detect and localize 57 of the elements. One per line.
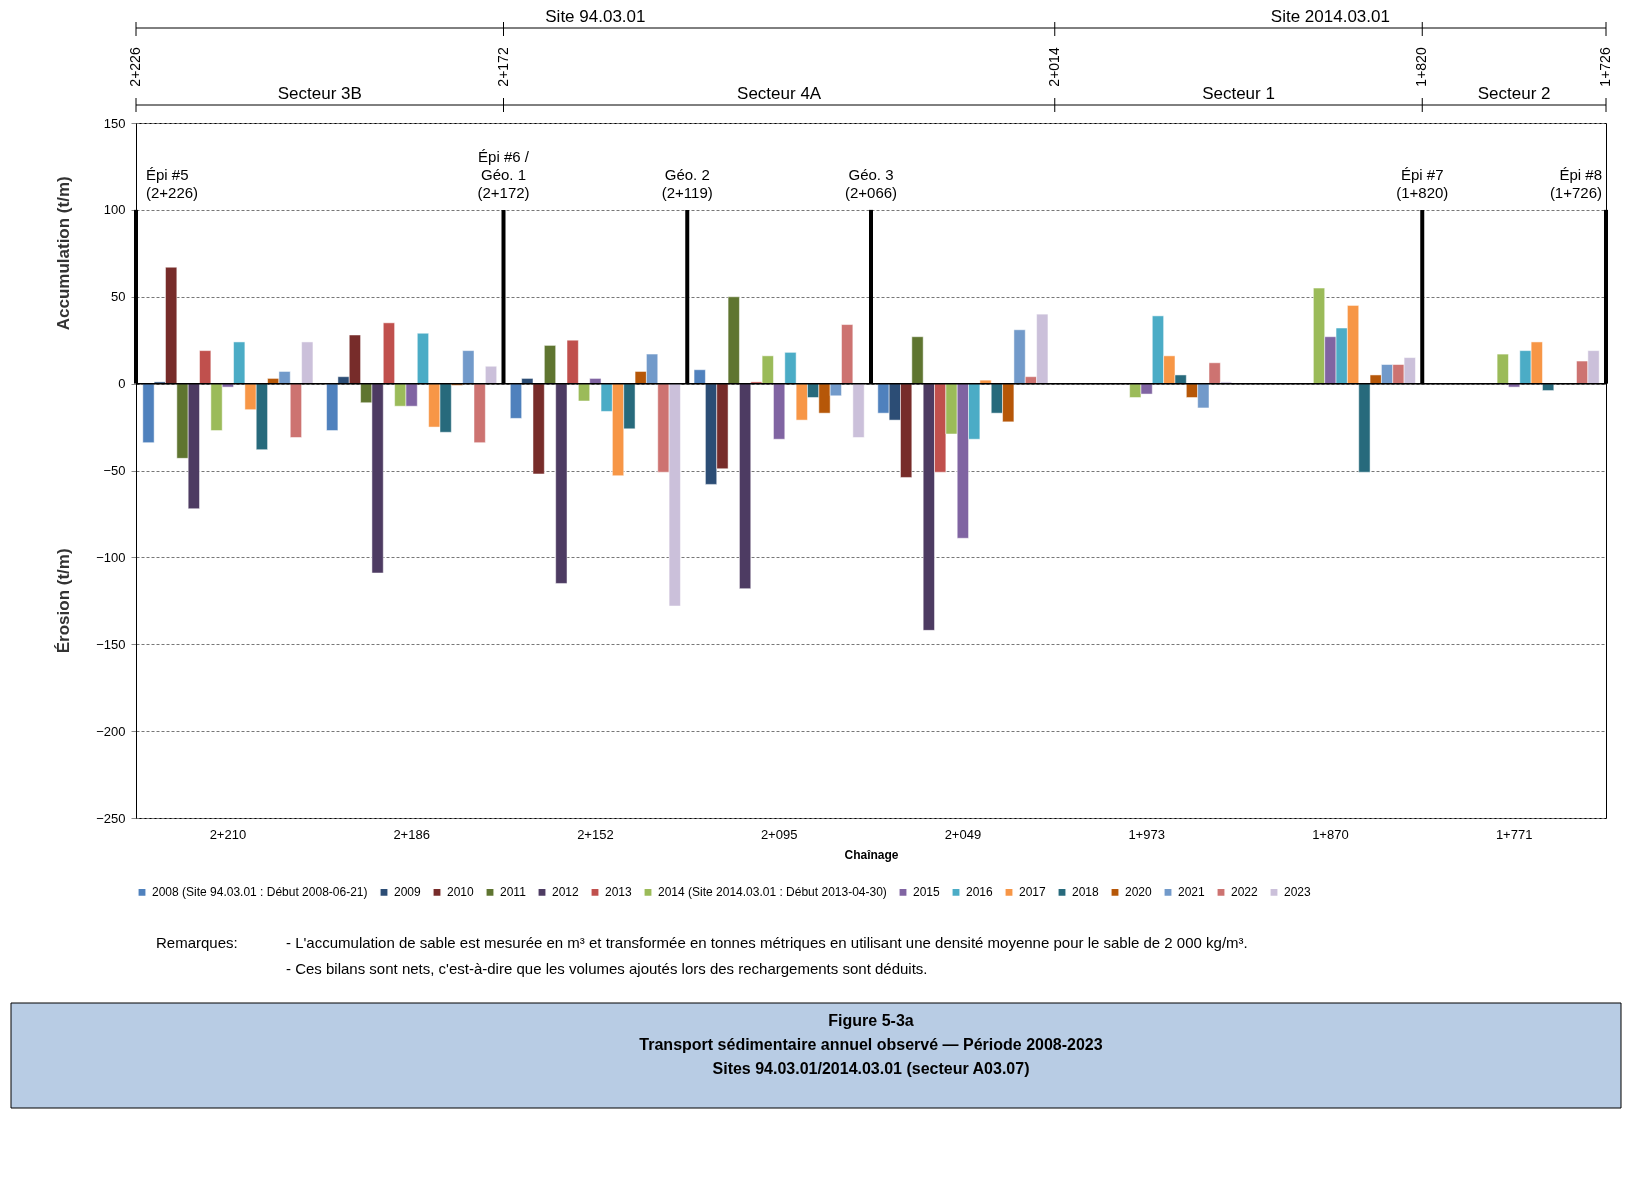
legend-label: 2009 [394,885,422,900]
text: Secteur 2 [1477,84,1551,103]
y-tick-label: −250 [96,810,126,826]
x-tick-label: 1+973 [1128,826,1165,842]
annotation: Épi #8 (1+726) [1549,165,1602,201]
text: Remarques: [156,934,238,951]
legend-label: 2023 [1284,885,1312,900]
legend-label: 2021 [1178,885,1206,900]
text: Érosion (t/m) [54,548,73,654]
legend-label: 2011 [500,885,527,900]
x-axis-title: Chaînage [844,847,899,862]
x-tick-label: 2+049 [944,826,982,842]
text: 1+726 [1597,47,1613,87]
legend-label: 2010 [447,885,475,900]
text: 2+226 [127,47,143,87]
x-tick-label: 2+095 [760,826,798,842]
legend-label: 2015 [913,885,941,900]
annotation: Épi #5 (2+226) [146,165,199,201]
text: Secteur 3B [277,84,362,103]
x-tick-label: 2+210 [209,826,247,842]
text: - Ces bilans sont nets, c'est-à-dire que les volumes ajoutés lors des rechargements sont déduits. [286,960,928,977]
y-tick-label: −50 [103,463,126,478]
y-tick-label: −150 [96,636,126,652]
text: Secteur 1 [1202,84,1275,103]
x-tick-label: 2+186 [393,826,430,842]
annotation: Épi #7 (1+820) [1396,165,1449,201]
text: Figure 5-3a [828,1012,914,1029]
legend-label: 2018 [1072,885,1100,900]
legend-label: 2008 (Site 94.03.01 : Début 2008-06-21) [152,885,368,900]
x-tick-label: 1+870 [1312,826,1349,842]
annotation: Épi #6 / Géo. 1 (2+172) [477,147,530,201]
y-tick-label: 150 [103,115,126,131]
text: 2+014 [1045,47,1062,87]
text: Secteur 4A [737,84,822,103]
x-tick-label: 2+152 [577,826,614,842]
legend-label: 2013 [605,885,633,900]
y-tick-label: −200 [96,723,126,739]
y-axis-title: Accumulation (t/m) [54,176,73,331]
annotation: Géo. 2 (2+119) [661,165,713,201]
text: 1+820 [1413,47,1430,87]
legend-label: 2016 [966,885,994,900]
text: 2+172 [494,47,511,87]
x-tick-label: 1+771 [1495,826,1533,842]
legend-label: 2012 [552,885,580,900]
text: Site 2014.03.01 [1270,7,1390,26]
legend-label: 2014 (Site 2014.03.01 : Début 2013-04-30) [658,885,887,900]
text: Transport sédimentaire annuel observé — Période 2008-2023 Sites 94.03.01/2014.03.01 (secteur A03.07) [639,1036,1103,1077]
y-tick-label: 0 [118,376,126,392]
y-tick-label: −100 [96,549,126,565]
y-tick-label: 50 [111,289,126,305]
y-tick-label: 100 [103,202,126,218]
annotation: Géo. 3 (2+066) [844,165,898,201]
legend-label: 2022 [1231,885,1259,900]
text: Site 94.03.01 [545,7,646,26]
text: - L'accumulation de sable est mesurée en m³ et transformée en tonnes métriques en utilisant une densité moyenne pour le sable de 2 000 kg/m³. [286,934,1248,951]
legend-label: 2020 [1125,885,1153,900]
legend-label: 2017 [1019,885,1047,900]
